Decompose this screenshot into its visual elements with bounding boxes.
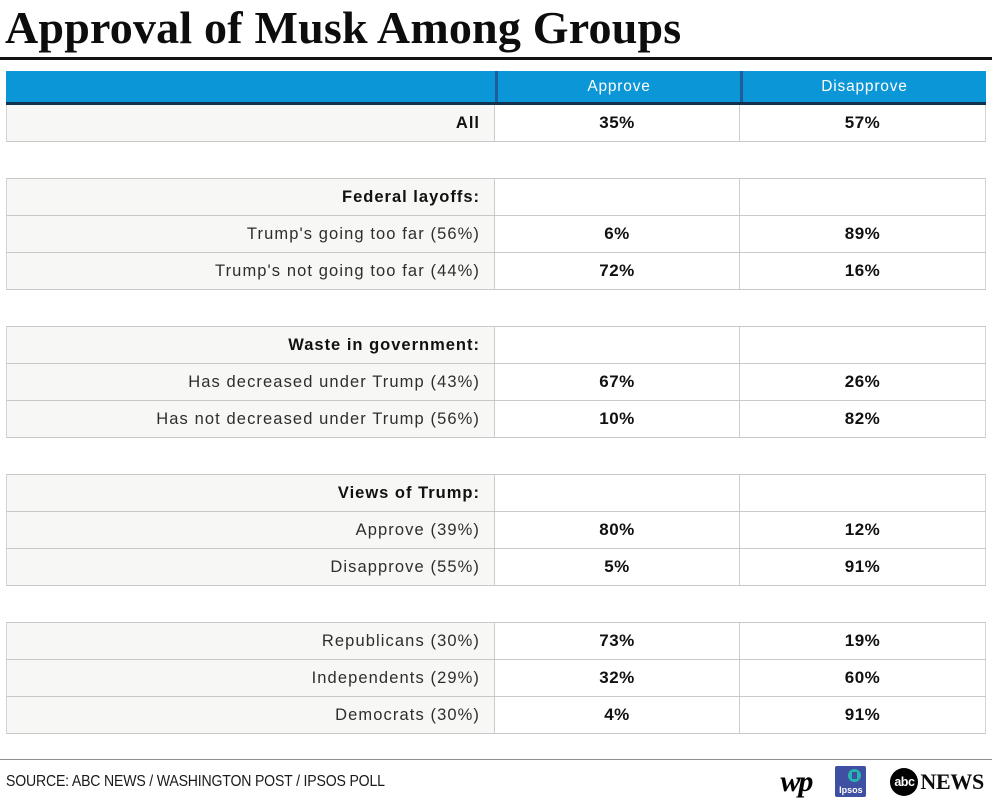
abc-news-wordmark: NEWS [920,768,984,794]
table-row: Approve (39%) 80% 12% [6,512,986,549]
disapprove-value: 89% [740,216,986,252]
disapprove-value: 26% [740,364,986,400]
approve-value: 67% [495,364,740,400]
table-header-row: Approve Disapprove [6,71,986,105]
footer: SOURCE: ABC NEWS / WASHINGTON POST / IPS… [0,759,992,797]
row-label: Approve (39%) [6,512,495,548]
disapprove-value: 57% [740,105,986,141]
spacer-row [6,438,986,475]
disapprove-value: 91% [740,549,986,585]
table-row: Independents (29%) 32% 60% [6,660,986,697]
header-disapprove-cell: Disapprove [740,71,986,102]
logo-row: wp Ipsos abc NEWS [780,766,984,797]
table-row: Has decreased under Trump (43%) 67% 26% [6,364,986,401]
row-label: All [6,105,495,141]
approve-value: 4% [495,697,740,733]
approve-value: 6% [495,216,740,252]
approve-value [495,475,740,511]
spacer-row [6,142,986,179]
approve-value [495,327,740,363]
row-label: Has not decreased under Trump (56%) [6,401,495,437]
approve-value [495,179,740,215]
table-row: Views of Trump: [6,475,986,512]
disapprove-value [740,475,986,511]
source-credit: SOURCE: ABC NEWS / WASHINGTON POST / IPS… [6,772,385,790]
approval-table: Approve Disapprove All 35% 57% Federal layo… [6,71,986,734]
approve-value: 35% [495,105,740,141]
disapprove-value [740,179,986,215]
spacer-row [6,586,986,623]
spacer-row [6,290,986,327]
page-title: Approval of Musk Among Groups [5,2,682,53]
row-label: Views of Trump: [6,475,495,511]
approve-value: 10% [495,401,740,437]
table-row: Trump's going too far (56%) 6% 89% [6,216,986,253]
table-body: All 35% 57% Federal layoffs: Trump's going t… [6,105,986,734]
row-label: Federal layoffs: [6,179,495,215]
row-label: Independents (29%) [6,660,495,696]
approve-value: 80% [495,512,740,548]
disapprove-value: 91% [740,697,986,733]
table-row: Waste in government: [6,327,986,364]
disapprove-value: 16% [740,253,986,289]
row-label: Trump's going too far (56%) [6,216,495,252]
header-approve-cell: Approve [495,71,740,102]
row-label: Republicans (30%) [6,623,495,659]
row-label: Has decreased under Trump (43%) [6,364,495,400]
disapprove-value: 82% [740,401,986,437]
title-rule [0,57,992,60]
table-row: Trump's not going too far (44%) 72% 16% [6,253,986,290]
row-label: Trump's not going too far (44%) [6,253,495,289]
table-row: Democrats (30%) 4% 91% [6,697,986,734]
disapprove-value [740,327,986,363]
row-label: Disapprove (55%) [6,549,495,585]
disapprove-value: 12% [740,512,986,548]
abc-news-logo-icon: abc NEWS [890,767,984,796]
disapprove-value: 60% [740,660,986,696]
approve-value: 5% [495,549,740,585]
washington-post-logo-icon: wp [780,764,813,798]
table-row: Republicans (30%) 73% 19% [6,623,986,660]
abc-circle-icon: abc [890,767,919,796]
table-row: Has not decreased under Trump (56%) 10% 82… [6,401,986,438]
ipsos-notch [852,772,858,779]
approve-value: 72% [495,253,740,289]
table-row: Disapprove (55%) 5% 91% [6,549,986,586]
approve-value: 32% [495,660,740,696]
table-row: Federal layoffs: [6,179,986,216]
table-row: All 35% 57% [6,105,986,142]
row-label: Waste in government: [6,327,495,363]
header-group-cell [6,71,495,102]
ipsos-logo-icon: Ipsos [835,766,867,797]
row-label: Democrats (30%) [6,697,495,733]
approve-value: 73% [495,623,740,659]
disapprove-value: 19% [740,623,986,659]
